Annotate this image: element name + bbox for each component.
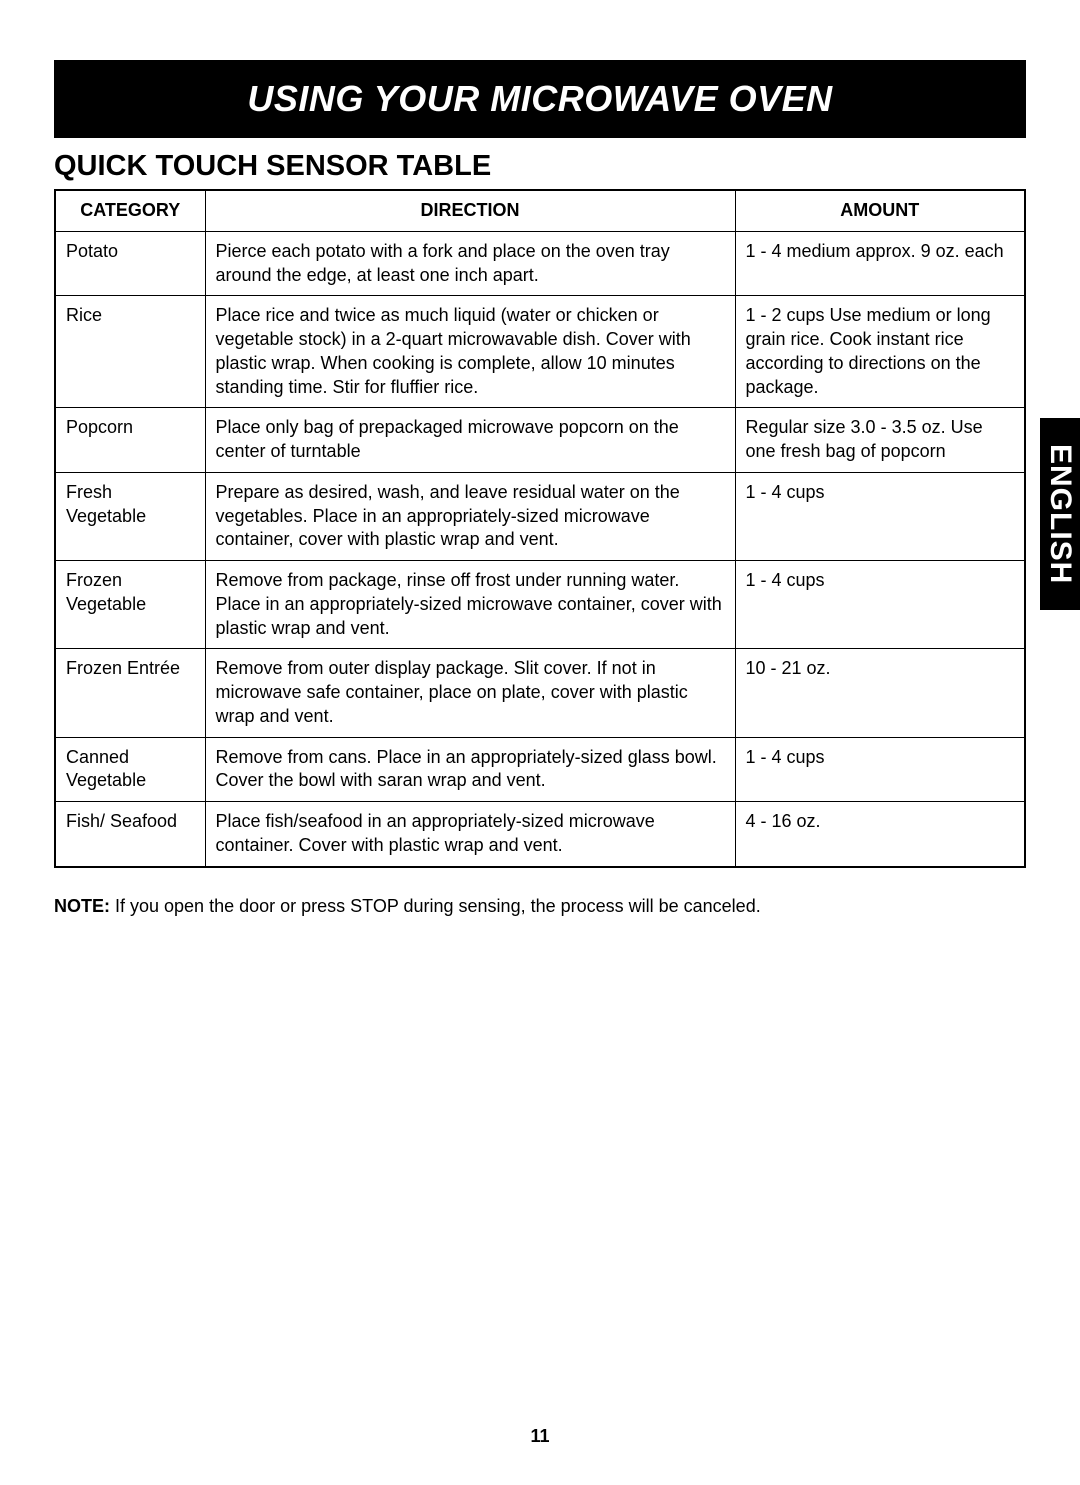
table-row: Fresh Vegetable Prepare as desired, wash… <box>55 472 1025 560</box>
header-amount: AMOUNT <box>735 190 1025 231</box>
cell-amount: 10 - 21 oz. <box>735 649 1025 737</box>
banner: USING YOUR MICROWAVE OVEN <box>54 60 1026 138</box>
cell-category: Popcorn <box>55 408 205 473</box>
table-row: Frozen Vegetable Remove from package, ri… <box>55 561 1025 649</box>
note-text: If you open the door or press STOP durin… <box>110 896 761 916</box>
cell-direction: Pierce each potato with a fork and place… <box>205 231 735 296</box>
language-tab-text: ENGLISH <box>1040 418 1080 610</box>
cell-category: Frozen Entrée <box>55 649 205 737</box>
cell-category: Rice <box>55 296 205 408</box>
cell-amount: 1 - 4 cups <box>735 737 1025 802</box>
cell-amount: 1 - 4 cups <box>735 472 1025 560</box>
cell-direction: Remove from outer display package. Slit … <box>205 649 735 737</box>
cell-category: Potato <box>55 231 205 296</box>
cell-category: Fish/ Seafood <box>55 802 205 867</box>
table-row: Fish/ Seafood Place fish/seafood in an a… <box>55 802 1025 867</box>
cell-amount: 4 - 16 oz. <box>735 802 1025 867</box>
cell-amount: 1 - 2 cups Use medium or long grain rice… <box>735 296 1025 408</box>
header-direction: DIRECTION <box>205 190 735 231</box>
section-title: QUICK TOUCH SENSOR TABLE <box>54 150 1026 183</box>
cell-amount: Regular size 3.0 - 3.5 oz. Use one fresh… <box>735 408 1025 473</box>
cell-direction: Remove from cans. Place in an appropriat… <box>205 737 735 802</box>
note: NOTE: If you open the door or press STOP… <box>54 896 1026 917</box>
table-row: Canned Vegetable Remove from cans. Place… <box>55 737 1025 802</box>
cell-direction: Place fish/seafood in an appropriately-s… <box>205 802 735 867</box>
cell-amount: 1 - 4 cups <box>735 561 1025 649</box>
cell-category: Fresh Vegetable <box>55 472 205 560</box>
cell-direction: Place rice and twice as much liquid (wat… <box>205 296 735 408</box>
table-row: Rice Place rice and twice as much liquid… <box>55 296 1025 408</box>
note-label: NOTE: <box>54 896 110 916</box>
cell-direction: Prepare as desired, wash, and leave resi… <box>205 472 735 560</box>
table-row: Frozen Entrée Remove from outer display … <box>55 649 1025 737</box>
table-row: Potato Pierce each potato with a fork an… <box>55 231 1025 296</box>
cell-direction: Remove from package, rinse off frost und… <box>205 561 735 649</box>
sensor-table: CATEGORY DIRECTION AMOUNT Potato Pierce … <box>54 189 1026 868</box>
cell-amount: 1 - 4 medium approx. 9 oz. each <box>735 231 1025 296</box>
header-category: CATEGORY <box>55 190 205 231</box>
page-number: 11 <box>0 1426 1080 1447</box>
banner-title: USING YOUR MICROWAVE OVEN <box>247 78 832 119</box>
cell-direction: Place only bag of prepackaged microwave … <box>205 408 735 473</box>
table-header-row: CATEGORY DIRECTION AMOUNT <box>55 190 1025 231</box>
table-row: Popcorn Place only bag of prepackaged mi… <box>55 408 1025 473</box>
cell-category: Canned Vegetable <box>55 737 205 802</box>
language-tab: ENGLISH <box>1040 418 1080 610</box>
cell-category: Frozen Vegetable <box>55 561 205 649</box>
